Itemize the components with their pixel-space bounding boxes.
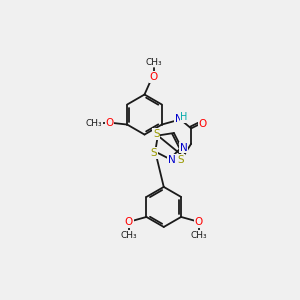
Text: O: O	[199, 119, 207, 129]
Text: CH₃: CH₃	[146, 58, 162, 67]
Text: N: N	[175, 114, 183, 124]
Text: CH₃: CH₃	[86, 118, 102, 127]
Text: N: N	[180, 142, 188, 152]
Text: O: O	[124, 217, 133, 227]
Text: N: N	[168, 155, 176, 165]
Text: S: S	[153, 129, 160, 139]
Text: H: H	[181, 112, 188, 122]
Text: CH₃: CH₃	[120, 231, 137, 240]
Text: CH₃: CH₃	[190, 231, 207, 240]
Text: S: S	[178, 155, 184, 165]
Text: O: O	[150, 72, 158, 82]
Text: S: S	[150, 148, 157, 158]
Text: O: O	[195, 217, 203, 227]
Text: O: O	[105, 118, 114, 128]
